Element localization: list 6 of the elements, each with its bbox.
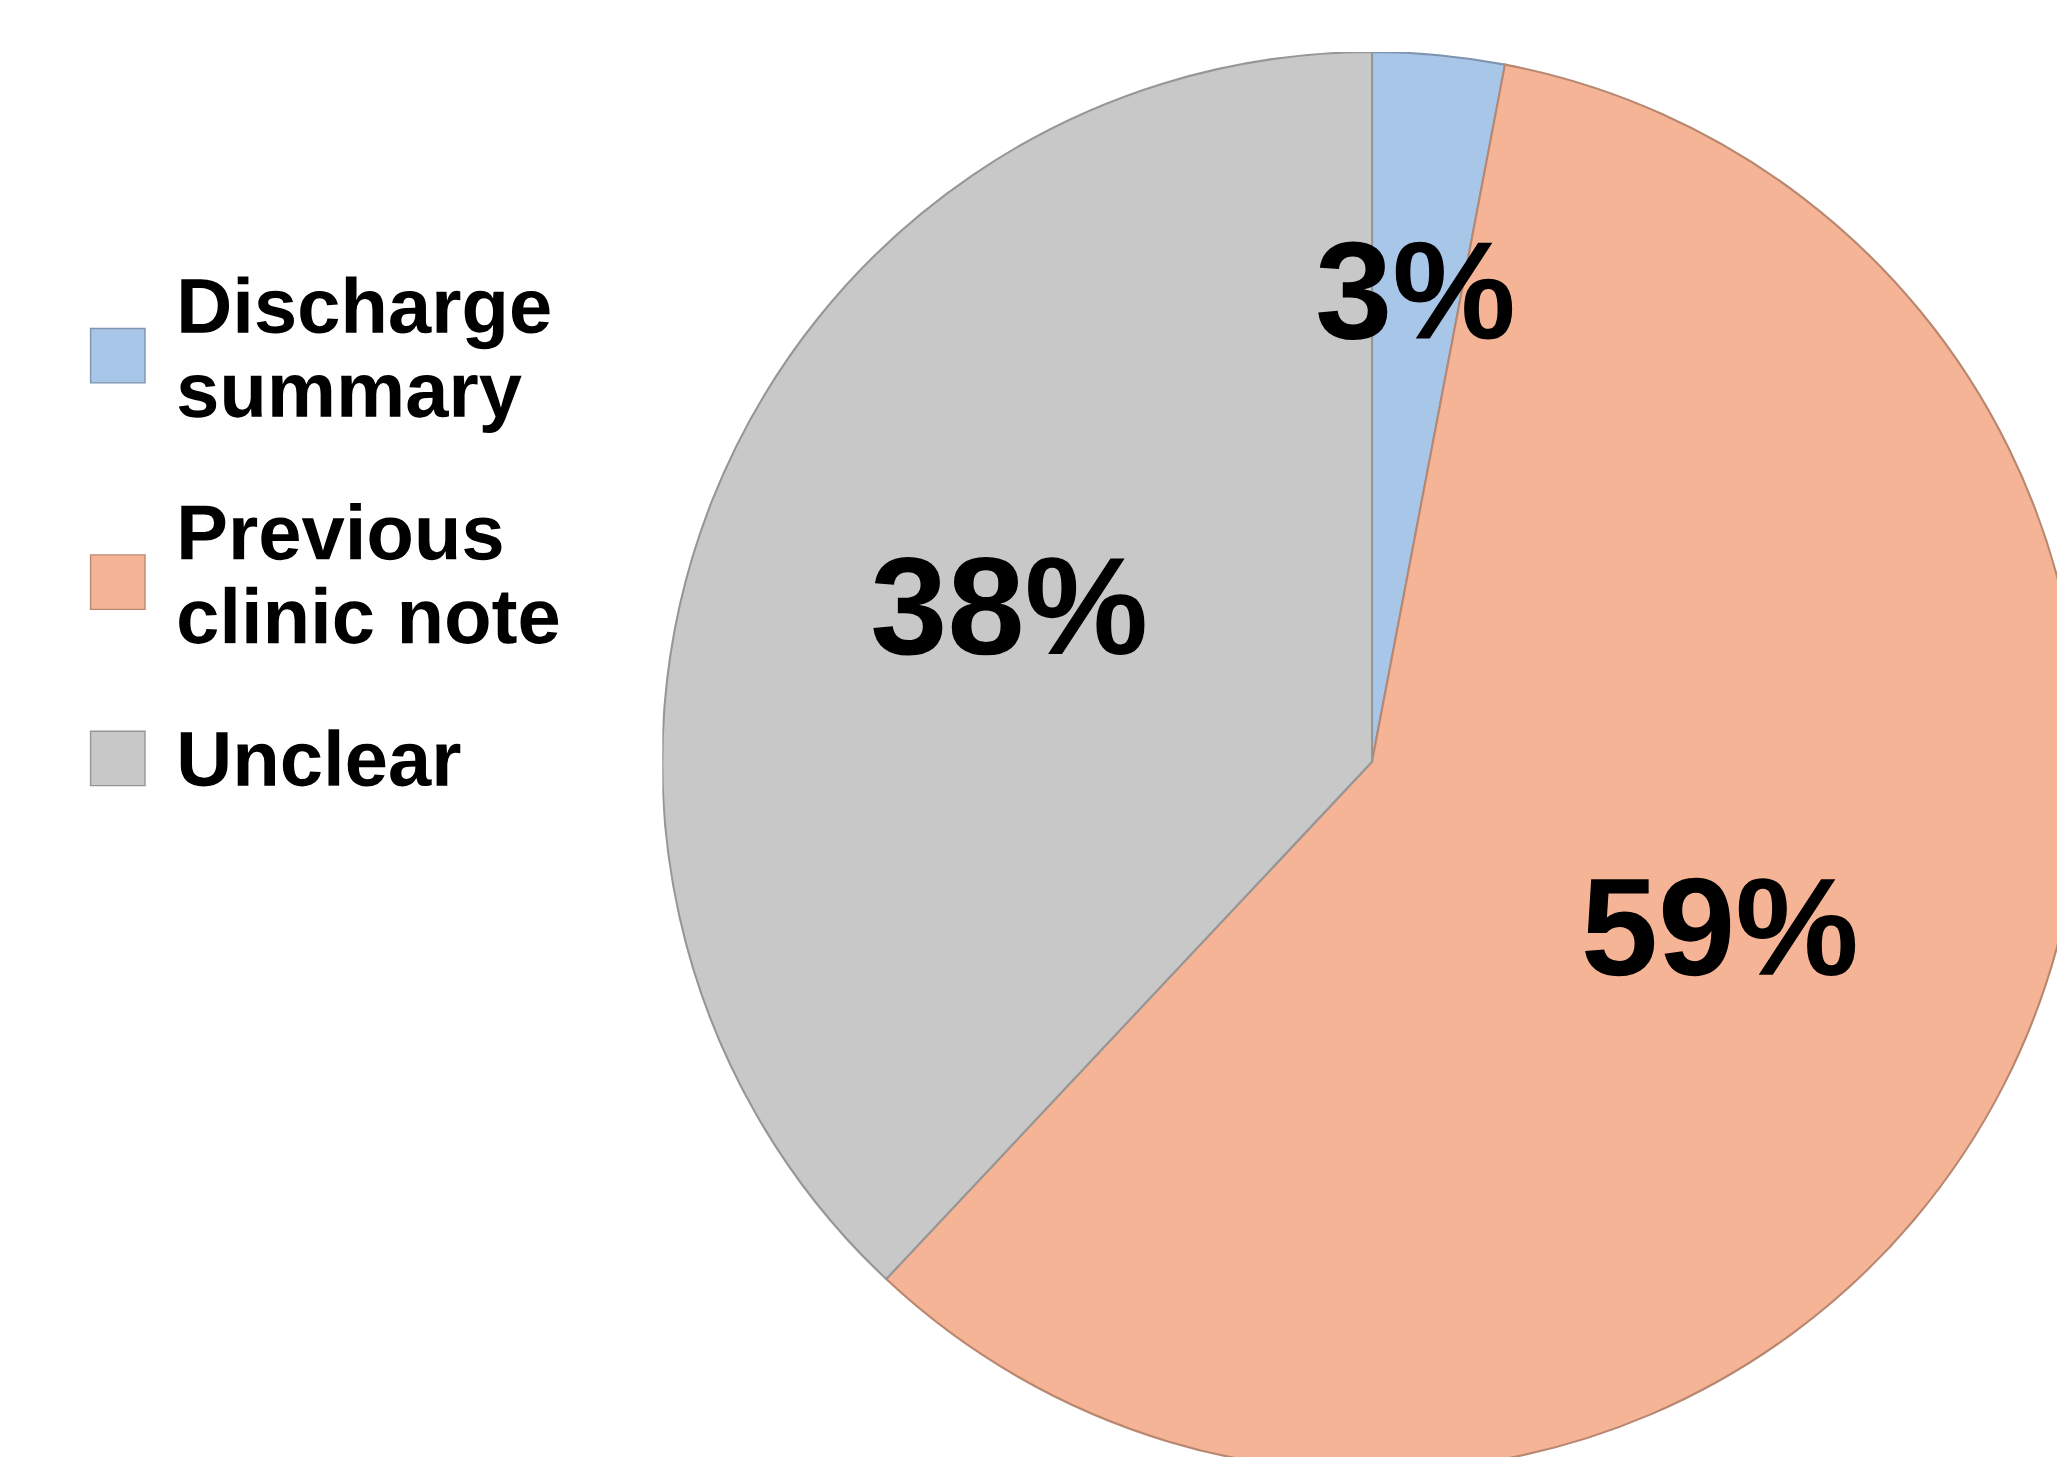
data-label: 59% <box>1585 877 1856 977</box>
legend-label: Previous clinic note <box>179 503 559 644</box>
legend-label: Discharge summary <box>178 276 550 434</box>
data-label: 3% <box>1318 241 1513 340</box>
data-label: 38% <box>873 556 1145 656</box>
legend-label: Unclear <box>180 729 461 787</box>
